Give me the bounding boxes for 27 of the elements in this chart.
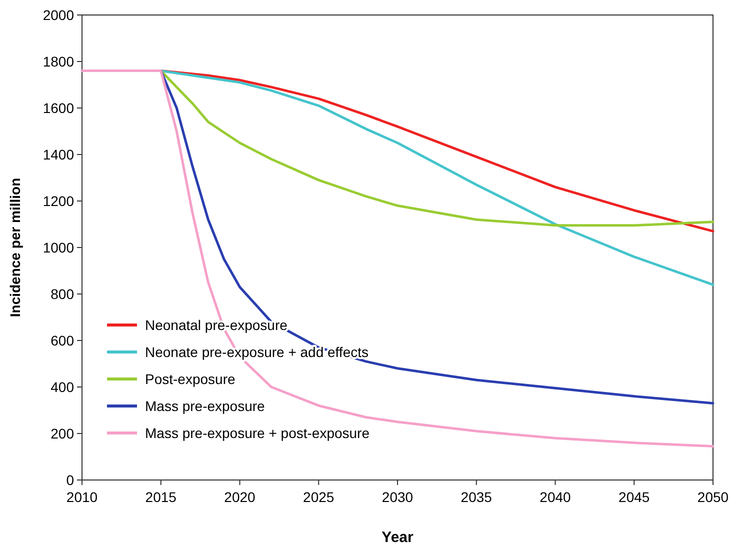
x-tick-label: 2035 [460, 489, 492, 505]
y-tick-label: 1000 [42, 240, 74, 256]
y-tick-label: 0 [66, 472, 74, 488]
y-axis-title: Incidence per million [7, 178, 23, 318]
x-tick-label: 2050 [697, 489, 729, 505]
line-series [160, 70, 714, 286]
y-tick-label: 400 [50, 379, 74, 395]
y-tick-label: 200 [50, 426, 74, 442]
line-series [80, 70, 714, 448]
x-tick-label: 2040 [540, 489, 572, 505]
y-tick-label: 1200 [42, 193, 74, 209]
x-tick-label: 2025 [303, 489, 334, 505]
y-tick-label: 1400 [42, 146, 74, 162]
legend-label: Mass pre-exposure [145, 398, 266, 414]
y-tick-label: 800 [50, 286, 74, 302]
x-tick-label: 2030 [382, 489, 414, 505]
x-tick-label: 2020 [224, 489, 256, 505]
x-tick-label: 2010 [66, 489, 98, 505]
y-tick-label: 1600 [42, 100, 74, 116]
legend-label: Post-exposure [145, 371, 236, 387]
legend-label: Mass pre-exposure + post-exposure [145, 425, 370, 441]
x-axis-title: Year [382, 529, 414, 546]
x-tick-label: 2045 [618, 489, 650, 505]
y-tick-label: 2000 [42, 7, 74, 23]
y-tick-label: 600 [50, 332, 74, 348]
x-tick-label: 2015 [145, 489, 177, 505]
y-tick-label: 1800 [42, 54, 74, 70]
